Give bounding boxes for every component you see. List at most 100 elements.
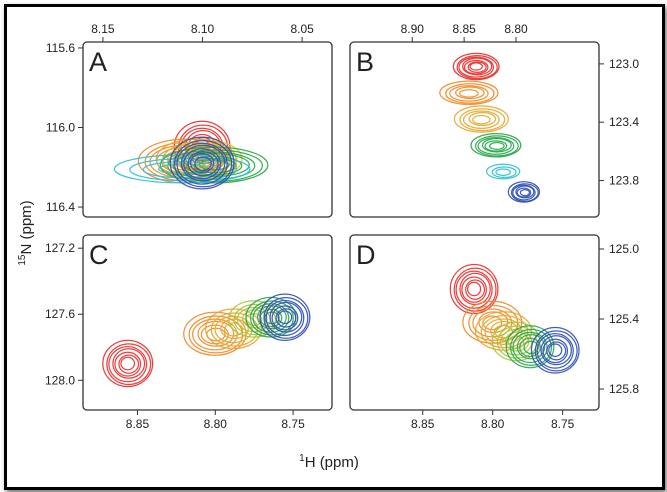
contour-level (197, 320, 235, 347)
contour-peak (439, 80, 499, 106)
contour-level (188, 315, 244, 354)
x-tick-label: 8.75 (281, 417, 305, 431)
contour-level (118, 354, 140, 374)
contour-level (512, 184, 536, 201)
contour-level (519, 189, 531, 197)
contour-level (462, 57, 493, 76)
contour-level (106, 343, 152, 386)
x-tick-label: 8.75 (551, 417, 575, 431)
contour-level (445, 83, 495, 104)
contour-peak (259, 293, 311, 341)
figure-frame: A 8.15 8.10 8.05 115.6 116.0 116.4 B 8.90 8.85 8.8… (4, 4, 665, 490)
contour-level (210, 312, 259, 347)
contour-level (120, 356, 136, 371)
contour-level (546, 341, 567, 361)
x-tick-label: 8.80 (481, 417, 505, 431)
contour-level (191, 318, 238, 351)
contour-level (477, 136, 515, 155)
contour-level (233, 303, 277, 336)
contour-level (112, 348, 146, 379)
contour-peak (453, 105, 509, 133)
contour-peak (470, 132, 522, 158)
contour-level (458, 89, 479, 98)
contour-level (439, 80, 499, 106)
contour-level (474, 135, 519, 157)
contour-level (269, 301, 303, 333)
contour-level (510, 183, 539, 202)
x-axis-title: 1H (ppm) (299, 453, 359, 471)
contour-level (468, 111, 497, 127)
contour-level (461, 276, 487, 303)
x-tick-label: 8.80 (204, 417, 228, 431)
contour-level (472, 114, 491, 125)
y-axis-title-text: N (ppm) (18, 200, 35, 254)
contour-level (515, 185, 535, 199)
contour-level (467, 281, 482, 297)
contour-level (467, 61, 487, 73)
panel-frame (82, 234, 333, 411)
contour-level (470, 132, 522, 158)
panel-a: A 8.15 8.10 8.05 115.6 116.0 116.4 (46, 22, 333, 218)
contour-level (275, 308, 297, 328)
contour-level (530, 326, 580, 374)
contour-peak (530, 326, 580, 374)
contour-level (277, 310, 293, 325)
panel-letter: A (89, 47, 107, 77)
contour-level (507, 181, 541, 203)
y-axis-title: 15N (ppm) (17, 200, 35, 265)
contour-level (271, 305, 299, 331)
contour-level (449, 263, 499, 315)
contour-level (194, 156, 212, 171)
contour-peak (505, 325, 555, 369)
contour-level (458, 56, 495, 78)
contour-level (174, 139, 233, 188)
contour-level (189, 153, 215, 174)
contour-level (169, 136, 235, 190)
x-axis-title-text: H (ppm) (305, 454, 359, 471)
contour-level (540, 335, 572, 366)
contour-level (265, 299, 305, 337)
contour-level (455, 86, 485, 100)
nmr-figure: A 8.15 8.10 8.05 115.6 116.0 116.4 B 8.90 8.85 8.8… (17, 22, 639, 471)
y-tick-label: 125.8 (609, 382, 639, 396)
contour-level (542, 338, 569, 364)
contour-level (453, 105, 509, 133)
contour-level (463, 59, 489, 75)
panel-c: C 8.85 8.80 8.75 127.2 127.6 128.0 (45, 234, 333, 431)
contour-level (259, 293, 311, 341)
contour-peak (507, 181, 541, 203)
contour-level (183, 148, 222, 180)
contour-level (455, 270, 493, 309)
contour-level (193, 158, 237, 174)
panel-letter: C (89, 240, 109, 270)
panel-d: D 8.85 8.80 8.75 125.0 125.4 125.8 (349, 234, 639, 431)
contour-level (180, 144, 226, 182)
y-tick-label: 128.0 (45, 373, 75, 387)
contour-level (452, 52, 500, 81)
contour-level (485, 163, 521, 180)
contour-level (102, 339, 154, 388)
contour-level (155, 138, 237, 180)
y-tick-label: 116.4 (46, 200, 75, 214)
panel-letter: D (356, 240, 376, 270)
x-tick-label: 8.85 (126, 417, 150, 431)
x-axis-title-sup: 1 (299, 453, 305, 464)
contour-level (459, 108, 506, 132)
contour-peaks (102, 293, 311, 388)
x-tick-label: 8.85 (411, 417, 435, 431)
x-tick-label: 8.90 (401, 22, 425, 36)
contour-peak (485, 163, 521, 180)
contour-level (519, 337, 541, 358)
y-tick-label: 115.6 (46, 41, 75, 55)
y-tick-label: 127.2 (45, 241, 75, 255)
contour-level (495, 168, 511, 176)
y-tick-label: 116.0 (46, 121, 75, 135)
contour-level (534, 330, 578, 372)
contour-level (114, 351, 142, 377)
contour-level (536, 333, 574, 369)
contour-level (481, 137, 512, 153)
contour-level (516, 334, 546, 360)
contour-peak (452, 52, 500, 81)
panel-letter: B (356, 47, 374, 77)
contour-level (482, 315, 503, 331)
